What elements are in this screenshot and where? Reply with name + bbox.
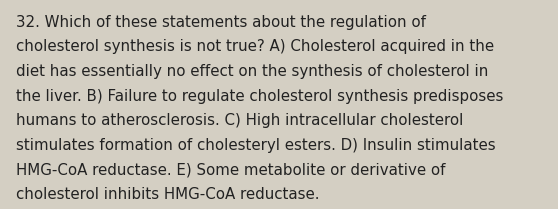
Text: cholesterol synthesis is not true? A) Cholesterol acquired in the: cholesterol synthesis is not true? A) Ch…: [16, 39, 494, 54]
Text: the liver. B) Failure to regulate cholesterol synthesis predisposes: the liver. B) Failure to regulate choles…: [16, 89, 503, 104]
Text: humans to atherosclerosis. C) High intracellular cholesterol: humans to atherosclerosis. C) High intra…: [16, 113, 463, 128]
Text: cholesterol inhibits HMG-CoA reductase.: cholesterol inhibits HMG-CoA reductase.: [16, 187, 319, 202]
Text: diet has essentially no effect on the synthesis of cholesterol in: diet has essentially no effect on the sy…: [16, 64, 488, 79]
Text: stimulates formation of cholesteryl esters. D) Insulin stimulates: stimulates formation of cholesteryl este…: [16, 138, 496, 153]
Text: 32. Which of these statements about the regulation of: 32. Which of these statements about the …: [16, 15, 426, 30]
Text: HMG-CoA reductase. E) Some metabolite or derivative of: HMG-CoA reductase. E) Some metabolite or…: [16, 163, 445, 178]
